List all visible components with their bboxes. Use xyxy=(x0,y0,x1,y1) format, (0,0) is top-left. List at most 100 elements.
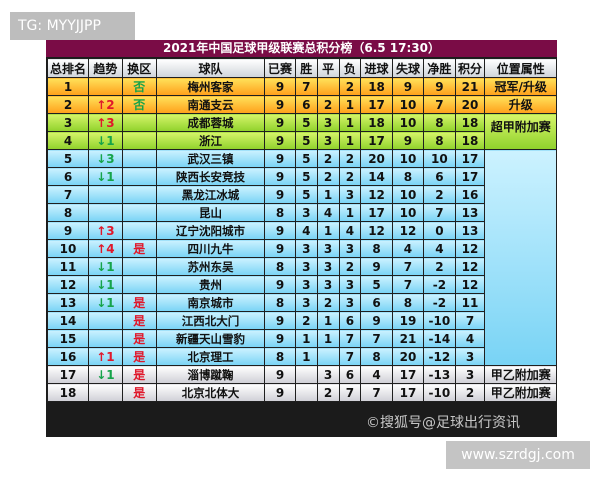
cell-swap xyxy=(121,275,157,294)
cell-trend: ↑4 xyxy=(88,239,123,258)
cell-played: 9 xyxy=(264,95,296,114)
cell-wins: 3 xyxy=(294,275,318,294)
cell-trend xyxy=(88,311,123,330)
col-header-played: 已赛 xyxy=(264,58,296,78)
cell-losses: 1 xyxy=(338,131,362,150)
cell-goals-for: 4 xyxy=(360,365,393,384)
cell-played: 9 xyxy=(264,149,296,168)
col-header-team: 球队 xyxy=(155,58,266,78)
table-row: 3 ↑3 成都蓉城 9 5 3 1 18 10 8 18 超甲附加赛 xyxy=(46,113,557,150)
col-header-wins: 胜 xyxy=(294,58,318,78)
cell-points: 16 xyxy=(454,185,486,204)
col-header-attribute: 位置属性 xyxy=(484,58,557,78)
cell-team: 四川九牛 xyxy=(155,239,266,258)
cell-rank: 14 xyxy=(46,311,90,330)
cell-goals-against: 10 xyxy=(391,203,425,222)
cell-goal-diff: -10 xyxy=(423,383,456,402)
cell-wins: 4 xyxy=(294,221,318,240)
cell-draws: 2 xyxy=(316,149,340,168)
table-row: 9 ↑3 辽宁沈阳城市 9 4 1 4 12 12 0 13 xyxy=(46,221,557,240)
cell-played: 8 xyxy=(264,257,296,276)
cell-points: 4 xyxy=(454,329,486,348)
cell-goals-against: 10 xyxy=(391,95,425,114)
cell-losses: 2 xyxy=(338,167,362,186)
cell-goal-diff: 10 xyxy=(423,149,456,168)
cell-rank: 12 xyxy=(46,275,90,294)
cell-rank: 18 xyxy=(46,383,90,402)
cell-swap xyxy=(121,257,157,276)
cell-goal-diff: -2 xyxy=(423,275,456,294)
cell-trend xyxy=(88,185,123,204)
cell-losses: 6 xyxy=(338,311,362,330)
cell-points: 13 xyxy=(454,203,486,222)
cell-played: 8 xyxy=(264,203,296,222)
cell-trend: ↑3 xyxy=(88,113,123,132)
cell-attribute: 超甲附加赛 xyxy=(484,113,557,150)
cell-wins xyxy=(294,365,318,384)
cell-swap: 是 xyxy=(121,311,157,330)
cell-draws: 3 xyxy=(316,275,340,294)
col-header-goal-diff: 净胜 xyxy=(423,58,456,78)
cell-rank: 13 xyxy=(46,293,90,312)
cell-draws: 3 xyxy=(316,365,340,384)
col-header-goals-against: 失球 xyxy=(391,58,425,78)
cell-swap: 是 xyxy=(121,329,157,348)
cell-points: 17 xyxy=(454,149,486,168)
cell-goals-against: 8 xyxy=(391,167,425,186)
table-row: 7 黑龙江冰城 9 5 1 3 12 10 2 16 xyxy=(46,185,557,204)
cell-goals-against: 8 xyxy=(391,293,425,312)
table-row: 8 昆山 8 3 4 1 17 10 7 13 xyxy=(46,203,557,222)
cell-played: 9 xyxy=(264,329,296,348)
cell-swap xyxy=(121,131,157,150)
cell-points: 18 xyxy=(454,131,486,150)
cell-draws: 2 xyxy=(316,167,340,186)
cell-goal-diff: 2 xyxy=(423,257,456,276)
cell-losses: 7 xyxy=(338,329,362,348)
cell-wins: 1 xyxy=(294,347,318,366)
cell-trend xyxy=(88,77,123,96)
col-header-points: 积分 xyxy=(454,58,486,78)
cell-points: 2 xyxy=(454,383,486,402)
cell-wins: 2 xyxy=(294,311,318,330)
cell-goal-diff: -14 xyxy=(423,329,456,348)
cell-goals-for: 18 xyxy=(360,113,393,132)
cell-wins xyxy=(294,383,318,402)
cell-trend: ↓3 xyxy=(88,149,123,168)
cell-draws: 1 xyxy=(316,329,340,348)
cell-wins: 5 xyxy=(294,131,318,150)
cell-goals-for: 12 xyxy=(360,221,393,240)
cell-goal-diff: 4 xyxy=(423,239,456,258)
table-row: 14 是江西北大门 9 2 1 6 9 19 -10 7 xyxy=(46,311,557,330)
cell-wins: 3 xyxy=(294,257,318,276)
cell-swap: 是 xyxy=(121,239,157,258)
cell-goals-for: 7 xyxy=(360,383,393,402)
cell-wins: 3 xyxy=(294,293,318,312)
cell-losses: 3 xyxy=(338,239,362,258)
col-header-swap: 换区 xyxy=(121,58,157,78)
cell-attribute: 甲乙附加赛 xyxy=(484,383,557,402)
cell-losses: 1 xyxy=(338,95,362,114)
cell-draws: 4 xyxy=(316,203,340,222)
cell-wins: 5 xyxy=(294,113,318,132)
cell-goals-for: 8 xyxy=(360,239,393,258)
table-row: 6 ↓1 陕西长安竞技 9 5 2 2 14 8 6 17 xyxy=(46,167,557,186)
cell-goals-against: 9 xyxy=(391,131,425,150)
cell-draws: 1 xyxy=(316,185,340,204)
cell-draws: 2 xyxy=(316,383,340,402)
cell-goal-diff: 6 xyxy=(423,167,456,186)
cell-wins: 5 xyxy=(294,185,318,204)
cell-team: 黑龙江冰城 xyxy=(155,185,266,204)
cell-points: 20 xyxy=(454,95,486,114)
cell-rank: 3 xyxy=(46,113,90,132)
cell-played: 9 xyxy=(264,221,296,240)
cell-team: 武汉三镇 xyxy=(155,149,266,168)
cell-goal-diff: 9 xyxy=(423,77,456,96)
cell-team: 梅州客家 xyxy=(155,77,266,96)
cell-trend: ↓1 xyxy=(88,167,123,186)
cell-draws xyxy=(316,347,340,366)
cell-rank: 5 xyxy=(46,149,90,168)
cell-draws: 3 xyxy=(316,257,340,276)
table-row: 17 ↓1 是淄博蹴鞠 9 3 6 4 17 -13 3 甲乙附加赛 xyxy=(46,365,557,384)
cell-played: 9 xyxy=(264,167,296,186)
cell-played: 9 xyxy=(264,113,296,132)
